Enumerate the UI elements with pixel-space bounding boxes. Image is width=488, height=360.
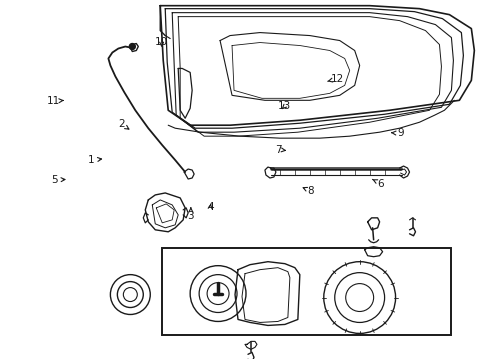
Bar	[162, 248, 450, 336]
Text: 6: 6	[372, 179, 384, 189]
Text: 4: 4	[206, 202, 213, 212]
Text: 3: 3	[187, 208, 194, 221]
Text: 9: 9	[391, 129, 403, 138]
Text: 1: 1	[87, 155, 102, 165]
Text: 7: 7	[275, 144, 285, 154]
Text: 12: 12	[327, 74, 343, 84]
Text: 2: 2	[118, 120, 129, 129]
Circle shape	[129, 44, 135, 50]
Text: 5: 5	[51, 175, 65, 185]
Text: 13: 13	[277, 102, 290, 112]
Text: 8: 8	[303, 186, 313, 196]
Text: 11: 11	[47, 96, 63, 106]
Text: 10: 10	[155, 37, 168, 47]
